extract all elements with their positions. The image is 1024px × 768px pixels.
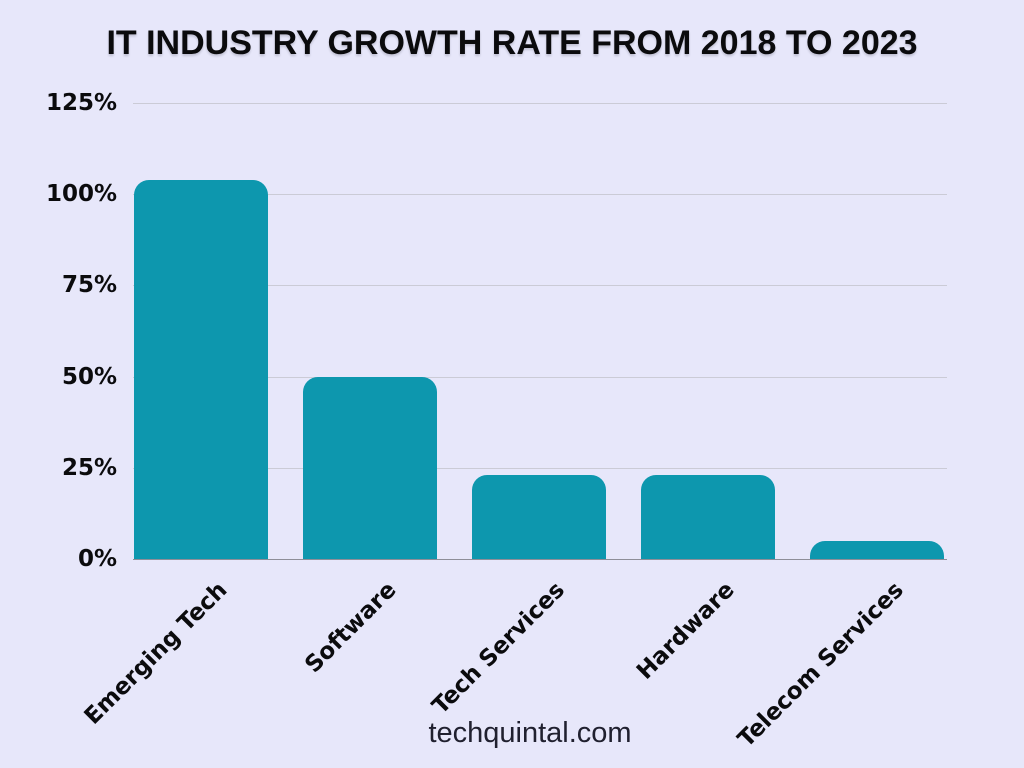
x-axis-label: Software bbox=[300, 577, 402, 679]
y-tick-label: 25% bbox=[61, 454, 117, 481]
y-tick-label: 0% bbox=[77, 546, 117, 572]
x-axis-label: Hardware bbox=[631, 577, 740, 685]
bar-tech-services bbox=[472, 475, 606, 559]
bar-chart-plot: 0% 25% 50% 75% 100% 125% Emerging Tech Software… bbox=[46, 92, 947, 753]
y-tick-label: 75% bbox=[61, 272, 117, 299]
x-axis-label: Emerging Tech bbox=[79, 577, 233, 730]
bar-telecom-services bbox=[810, 540, 944, 559]
gridline bbox=[133, 376, 947, 378]
y-tick-label: 125% bbox=[45, 90, 117, 116]
bar-hardware bbox=[641, 475, 775, 559]
gridline bbox=[133, 467, 947, 469]
y-tick-label: 50% bbox=[61, 363, 117, 390]
gridline bbox=[133, 194, 947, 196]
bar-emerging-tech bbox=[134, 179, 268, 559]
gridline bbox=[133, 103, 947, 104]
chart-title: IT INDUSTRY GROWTH RATE FROM 2018 TO 202… bbox=[106, 24, 918, 62]
x-axis-label: Tech Services bbox=[427, 577, 571, 720]
source-text: techquintal.com bbox=[428, 717, 632, 749]
gridline bbox=[133, 285, 947, 287]
bar-software bbox=[303, 376, 437, 559]
y-tick-label: 100% bbox=[45, 181, 117, 208]
x-axis-baseline bbox=[133, 559, 947, 560]
